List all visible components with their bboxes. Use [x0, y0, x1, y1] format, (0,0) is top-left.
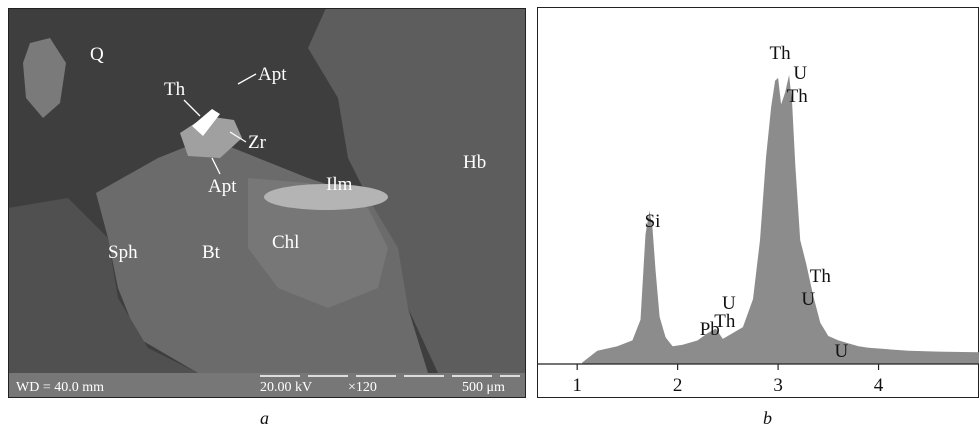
ilmenite-grain: [264, 184, 388, 210]
leader-apt-top: [237, 73, 257, 85]
x-tick-label: 4: [874, 375, 884, 396]
label-sph: Sph: [108, 242, 138, 263]
x-tick-label: 1: [572, 375, 582, 396]
peak-label: U: [801, 289, 815, 310]
label-q: Q: [90, 44, 104, 65]
chlorite-region: [248, 178, 388, 308]
caption-a: a: [260, 408, 269, 428]
sphene-region: [8, 198, 198, 373]
quartz-grain: [23, 38, 66, 118]
leader-apt-bottom: [211, 157, 221, 175]
label-chl: Chl: [272, 232, 299, 253]
peak-label: Th: [810, 266, 832, 287]
peak-label: U: [722, 293, 736, 314]
footer-mag: ×120: [348, 380, 377, 395]
label-th: Th: [164, 79, 186, 100]
x-tick-label: 2: [673, 375, 683, 396]
label-ilm: Ilm: [326, 174, 353, 195]
peak-label: Th: [714, 311, 736, 332]
thorite-grain: [192, 109, 220, 136]
spectrum-area: [582, 74, 979, 365]
x-tick-label: 3: [773, 375, 783, 396]
label-apt-bottom: Apt: [208, 176, 237, 197]
peak-label: Th: [770, 43, 792, 64]
footer-wd: WD = 40.0 mm: [16, 380, 104, 395]
bse-micrograph: Q Th Apt Zr Apt Ilm Hb Sph Bt Chl WD = 4…: [8, 8, 526, 398]
leader-zr: [229, 131, 247, 143]
peak-label: Pb: [700, 319, 720, 340]
hornblende-region: [308, 8, 526, 373]
footer-kv: 20.00 kV: [260, 380, 312, 395]
peak-label: Th: [787, 86, 809, 107]
peak-label: Si: [645, 211, 661, 232]
instrument-footer-bar: [8, 373, 526, 398]
footer-scale: 500 μm: [462, 380, 505, 395]
label-zr: Zr: [248, 132, 267, 153]
label-bt: Bt: [202, 242, 221, 263]
peak-label: U: [793, 63, 807, 84]
label-hb: Hb: [463, 152, 486, 173]
caption-b: b: [763, 408, 772, 428]
leader-th: [183, 99, 201, 117]
label-apt-top: Apt: [258, 64, 287, 85]
peak-label: U: [835, 341, 849, 362]
